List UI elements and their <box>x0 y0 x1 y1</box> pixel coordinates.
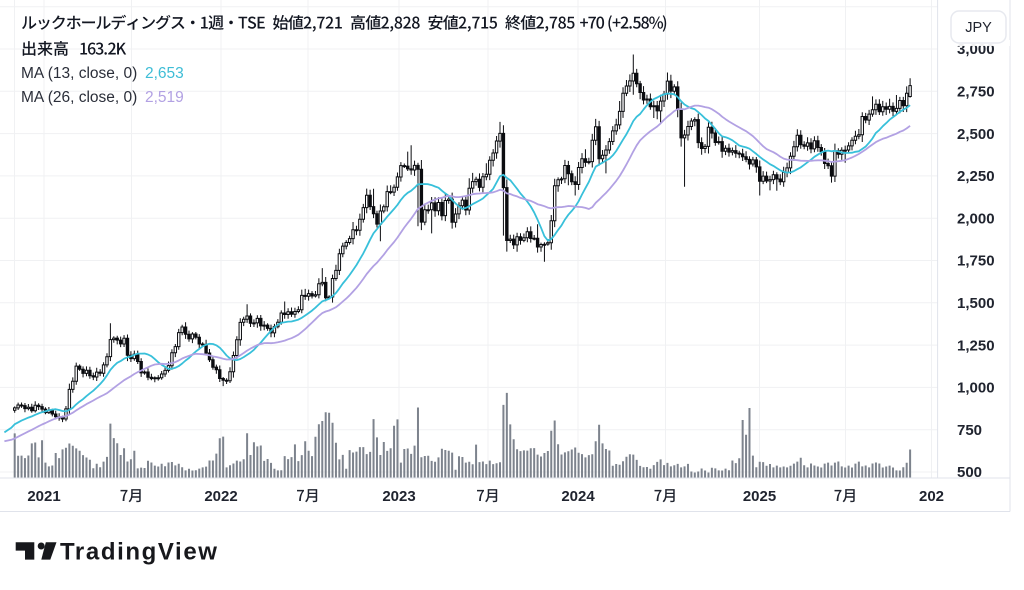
svg-text:2,000: 2,000 <box>957 210 995 227</box>
svg-text:JPY: JPY <box>965 20 992 36</box>
svg-text:MA (26, close, 0): MA (26, close, 0) <box>21 89 137 106</box>
svg-text:2024: 2024 <box>561 488 595 505</box>
svg-text:TradingView: TradingView <box>60 539 219 566</box>
svg-text:2,750: 2,750 <box>957 84 995 101</box>
svg-text:2,653: 2,653 <box>145 65 184 82</box>
svg-text:2023: 2023 <box>382 488 415 505</box>
svg-text:2,500: 2,500 <box>957 126 995 143</box>
svg-text:750: 750 <box>957 422 982 439</box>
svg-text:2025: 2025 <box>743 488 776 505</box>
svg-text:2021: 2021 <box>27 488 60 505</box>
svg-text:1,500: 1,500 <box>957 295 995 312</box>
svg-text:2022: 2022 <box>204 488 237 505</box>
svg-text:1,750: 1,750 <box>957 253 995 270</box>
svg-text:202: 202 <box>919 488 944 505</box>
svg-text:2,250: 2,250 <box>957 168 995 185</box>
svg-text:1,000: 1,000 <box>957 380 995 397</box>
svg-text:500: 500 <box>957 464 982 481</box>
svg-text:1,250: 1,250 <box>957 337 995 354</box>
svg-text:MA (13, close, 0): MA (13, close, 0) <box>21 65 137 82</box>
svg-text:2,519: 2,519 <box>145 89 184 106</box>
